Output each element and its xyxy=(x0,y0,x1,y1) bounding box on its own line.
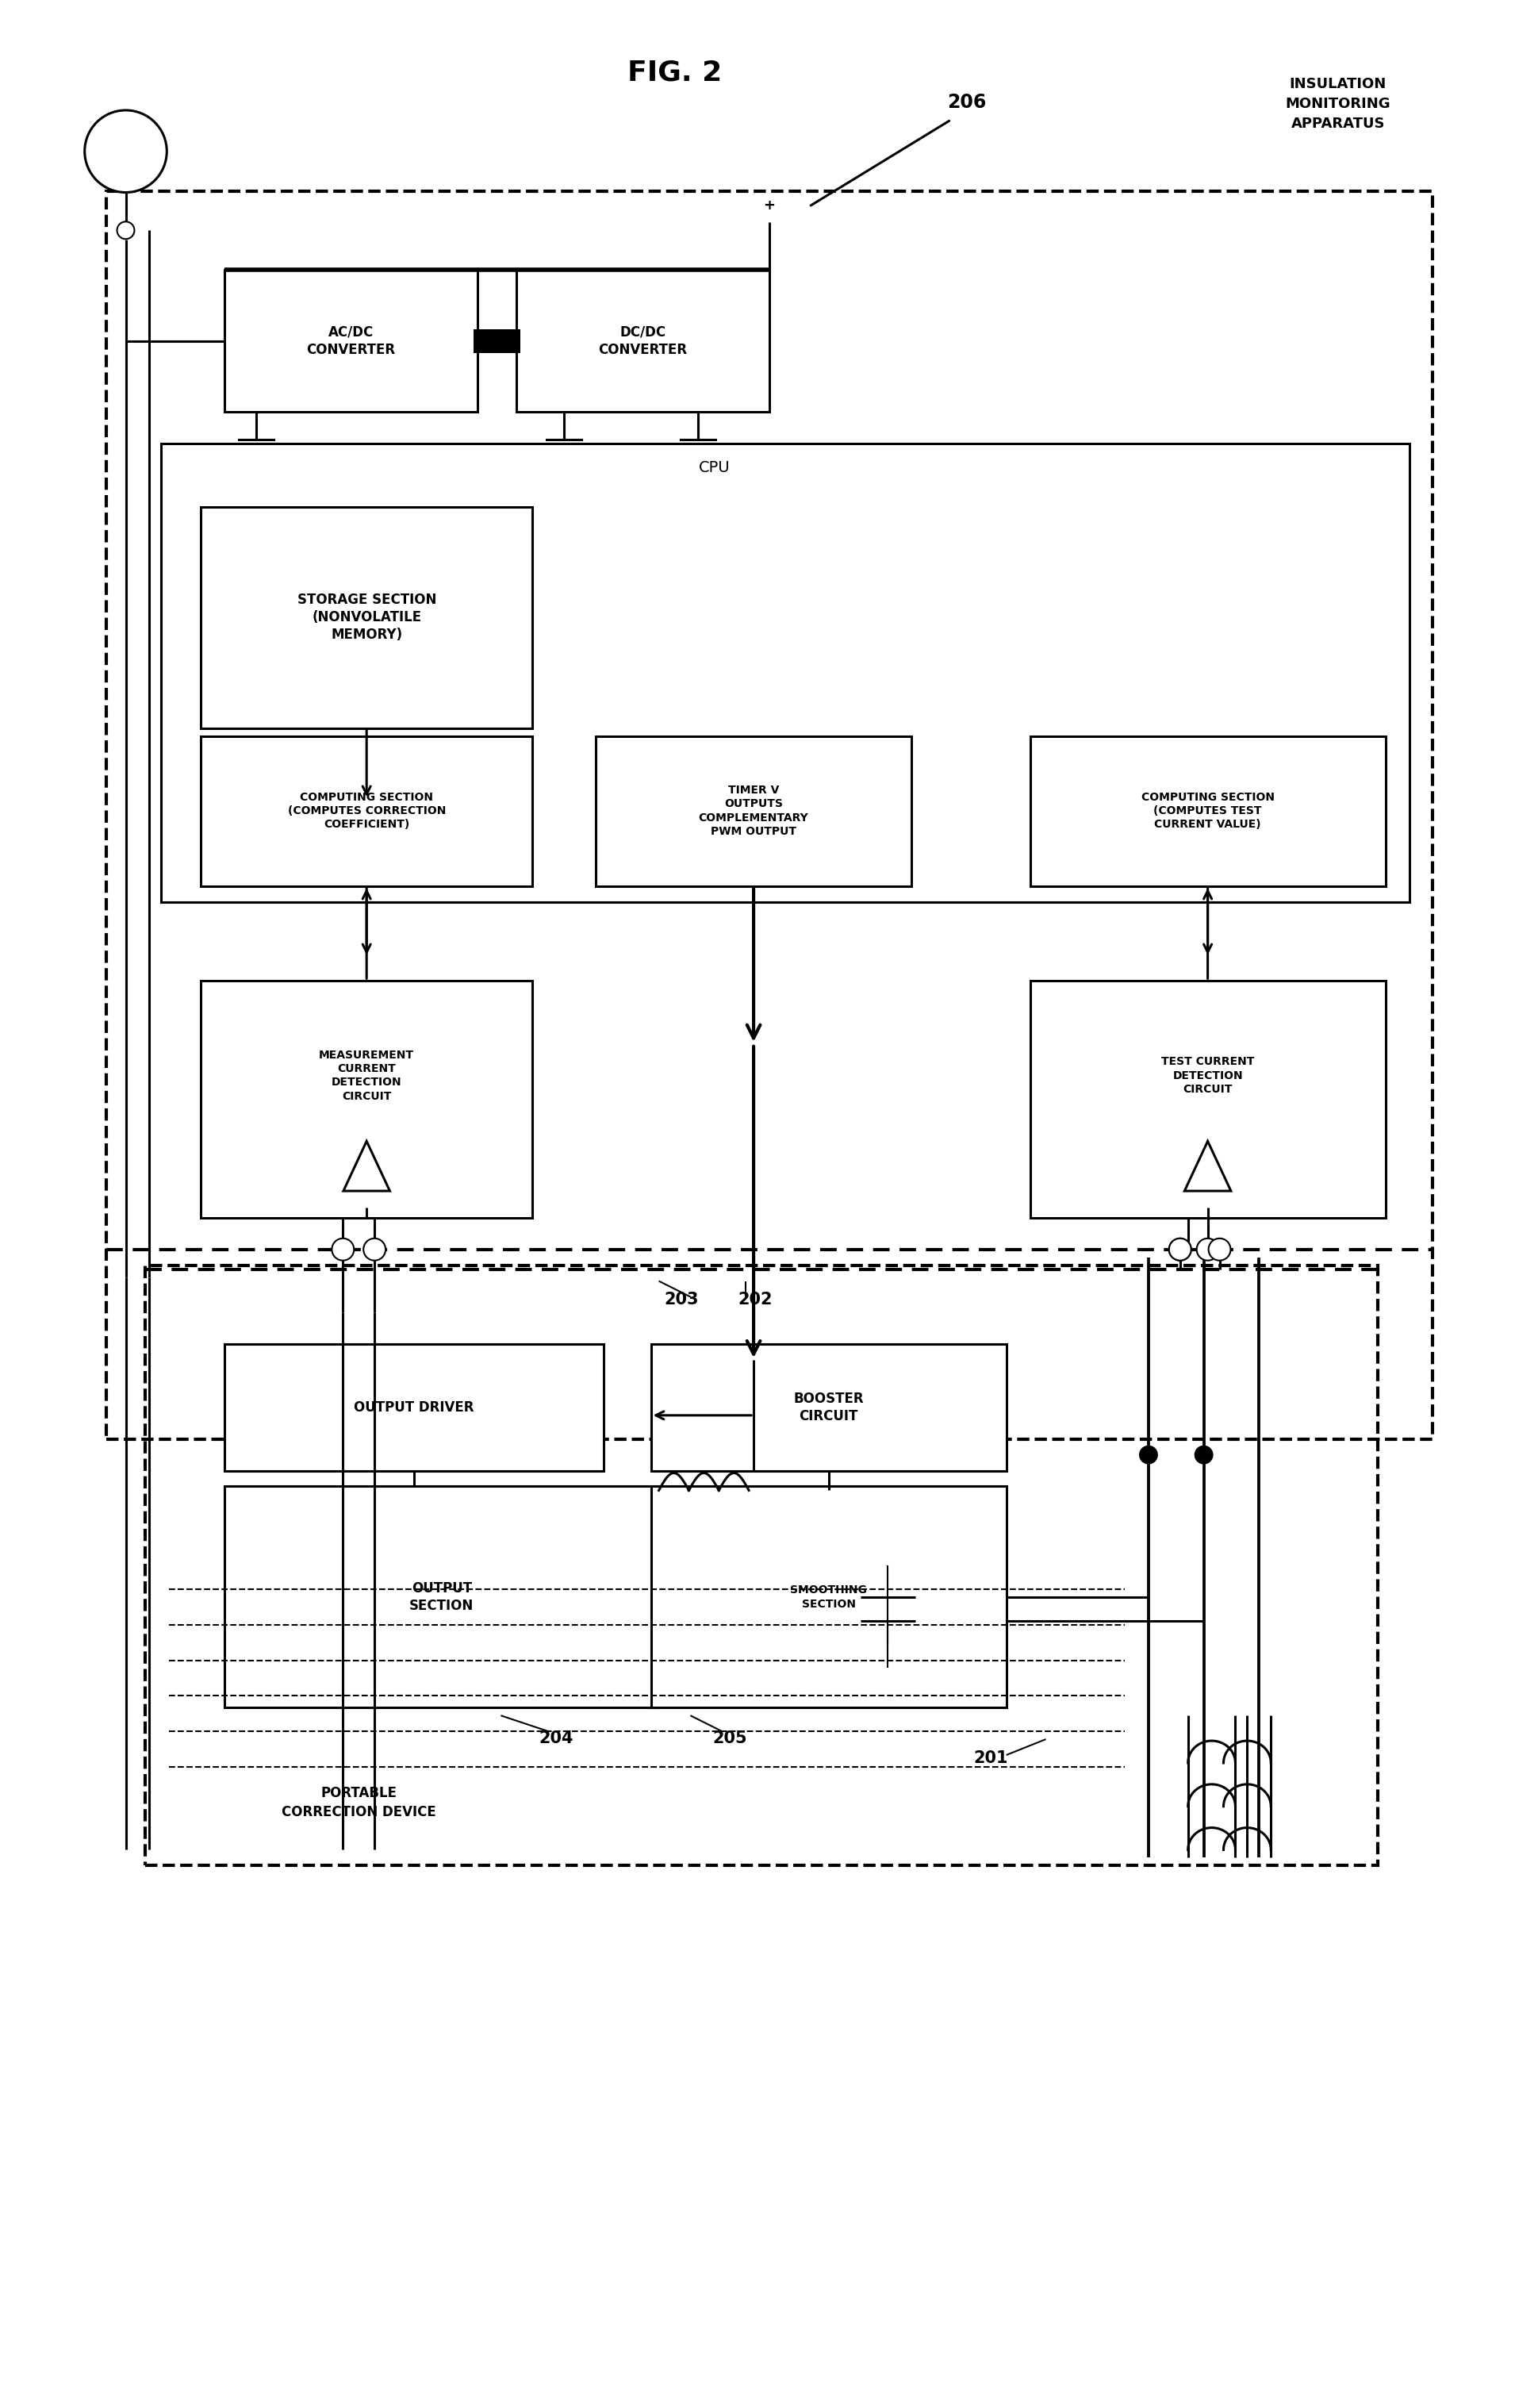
Bar xyxy=(1030,980,1386,1218)
Bar xyxy=(201,506,532,727)
Bar xyxy=(225,1344,603,1471)
Bar xyxy=(517,270,769,412)
Text: INSULATION
MONITORING
APPARATUS: INSULATION MONITORING APPARATUS xyxy=(1286,77,1390,130)
Text: COMPUTING SECTION
(COMPUTES CORRECTION
COEFFICIENT): COMPUTING SECTION (COMPUTES CORRECTION C… xyxy=(288,792,446,831)
Bar xyxy=(1030,737,1386,886)
Text: 203: 203 xyxy=(664,1293,698,1308)
Bar xyxy=(651,1486,1006,1707)
Bar xyxy=(106,190,1433,1440)
Bar xyxy=(225,1486,658,1707)
Text: STORAGE SECTION
(NONVOLATILE
MEMORY): STORAGE SECTION (NONVOLATILE MEMORY) xyxy=(297,592,437,643)
Text: 202: 202 xyxy=(738,1293,772,1308)
Circle shape xyxy=(1209,1238,1230,1259)
Circle shape xyxy=(1140,1445,1158,1464)
Text: TEST CURRENT
DETECTION
CIRCUIT: TEST CURRENT DETECTION CIRCUIT xyxy=(1161,1057,1255,1096)
Text: 206: 206 xyxy=(947,94,986,111)
Text: FIG. 2: FIG. 2 xyxy=(628,58,721,87)
Text: MEASUREMENT
CURRENT
DETECTION
CIRCUIT: MEASUREMENT CURRENT DETECTION CIRCUIT xyxy=(318,1050,414,1103)
Text: 201: 201 xyxy=(974,1751,1007,1765)
Text: 205: 205 xyxy=(712,1731,747,1746)
Circle shape xyxy=(117,222,134,238)
Circle shape xyxy=(1169,1238,1190,1259)
Bar xyxy=(201,980,532,1218)
Text: DC/DC
CONVERTER: DC/DC CONVERTER xyxy=(598,325,687,356)
Polygon shape xyxy=(1184,1141,1230,1192)
Circle shape xyxy=(1195,1445,1213,1464)
Bar xyxy=(146,1264,1378,1866)
Text: OUTPUT
SECTION: OUTPUT SECTION xyxy=(409,1582,474,1613)
Text: AC/DC
CONVERTER: AC/DC CONVERTER xyxy=(306,325,395,356)
Text: CPU: CPU xyxy=(698,460,731,474)
Text: SMOOTHING
SECTION: SMOOTHING SECTION xyxy=(791,1584,867,1609)
Bar xyxy=(595,737,912,886)
Text: +: + xyxy=(763,200,775,212)
Text: COMPUTING SECTION
(COMPUTES TEST
CURRENT VALUE): COMPUTING SECTION (COMPUTES TEST CURRENT… xyxy=(1141,792,1275,831)
Circle shape xyxy=(363,1238,386,1259)
Bar xyxy=(201,737,532,886)
Text: PORTABLE
CORRECTION DEVICE: PORTABLE CORRECTION DEVICE xyxy=(281,1787,435,1818)
Text: TIMER V
OUTPUTS
COMPLEMENTARY
PWM OUTPUT: TIMER V OUTPUTS COMPLEMENTARY PWM OUTPUT xyxy=(698,785,809,838)
Circle shape xyxy=(1169,1238,1190,1259)
Bar xyxy=(651,1344,1006,1471)
Bar xyxy=(161,443,1409,903)
Bar xyxy=(225,270,477,412)
Polygon shape xyxy=(343,1141,389,1192)
Text: OUTPUT DRIVER: OUTPUT DRIVER xyxy=(354,1401,474,1413)
Circle shape xyxy=(332,1238,354,1259)
Circle shape xyxy=(1197,1238,1218,1259)
Text: AC: AC xyxy=(115,144,135,159)
Bar xyxy=(474,330,521,354)
Text: BOOSTER
CIRCUIT: BOOSTER CIRCUIT xyxy=(794,1392,864,1423)
Circle shape xyxy=(85,111,166,193)
Text: 204: 204 xyxy=(538,1731,574,1746)
